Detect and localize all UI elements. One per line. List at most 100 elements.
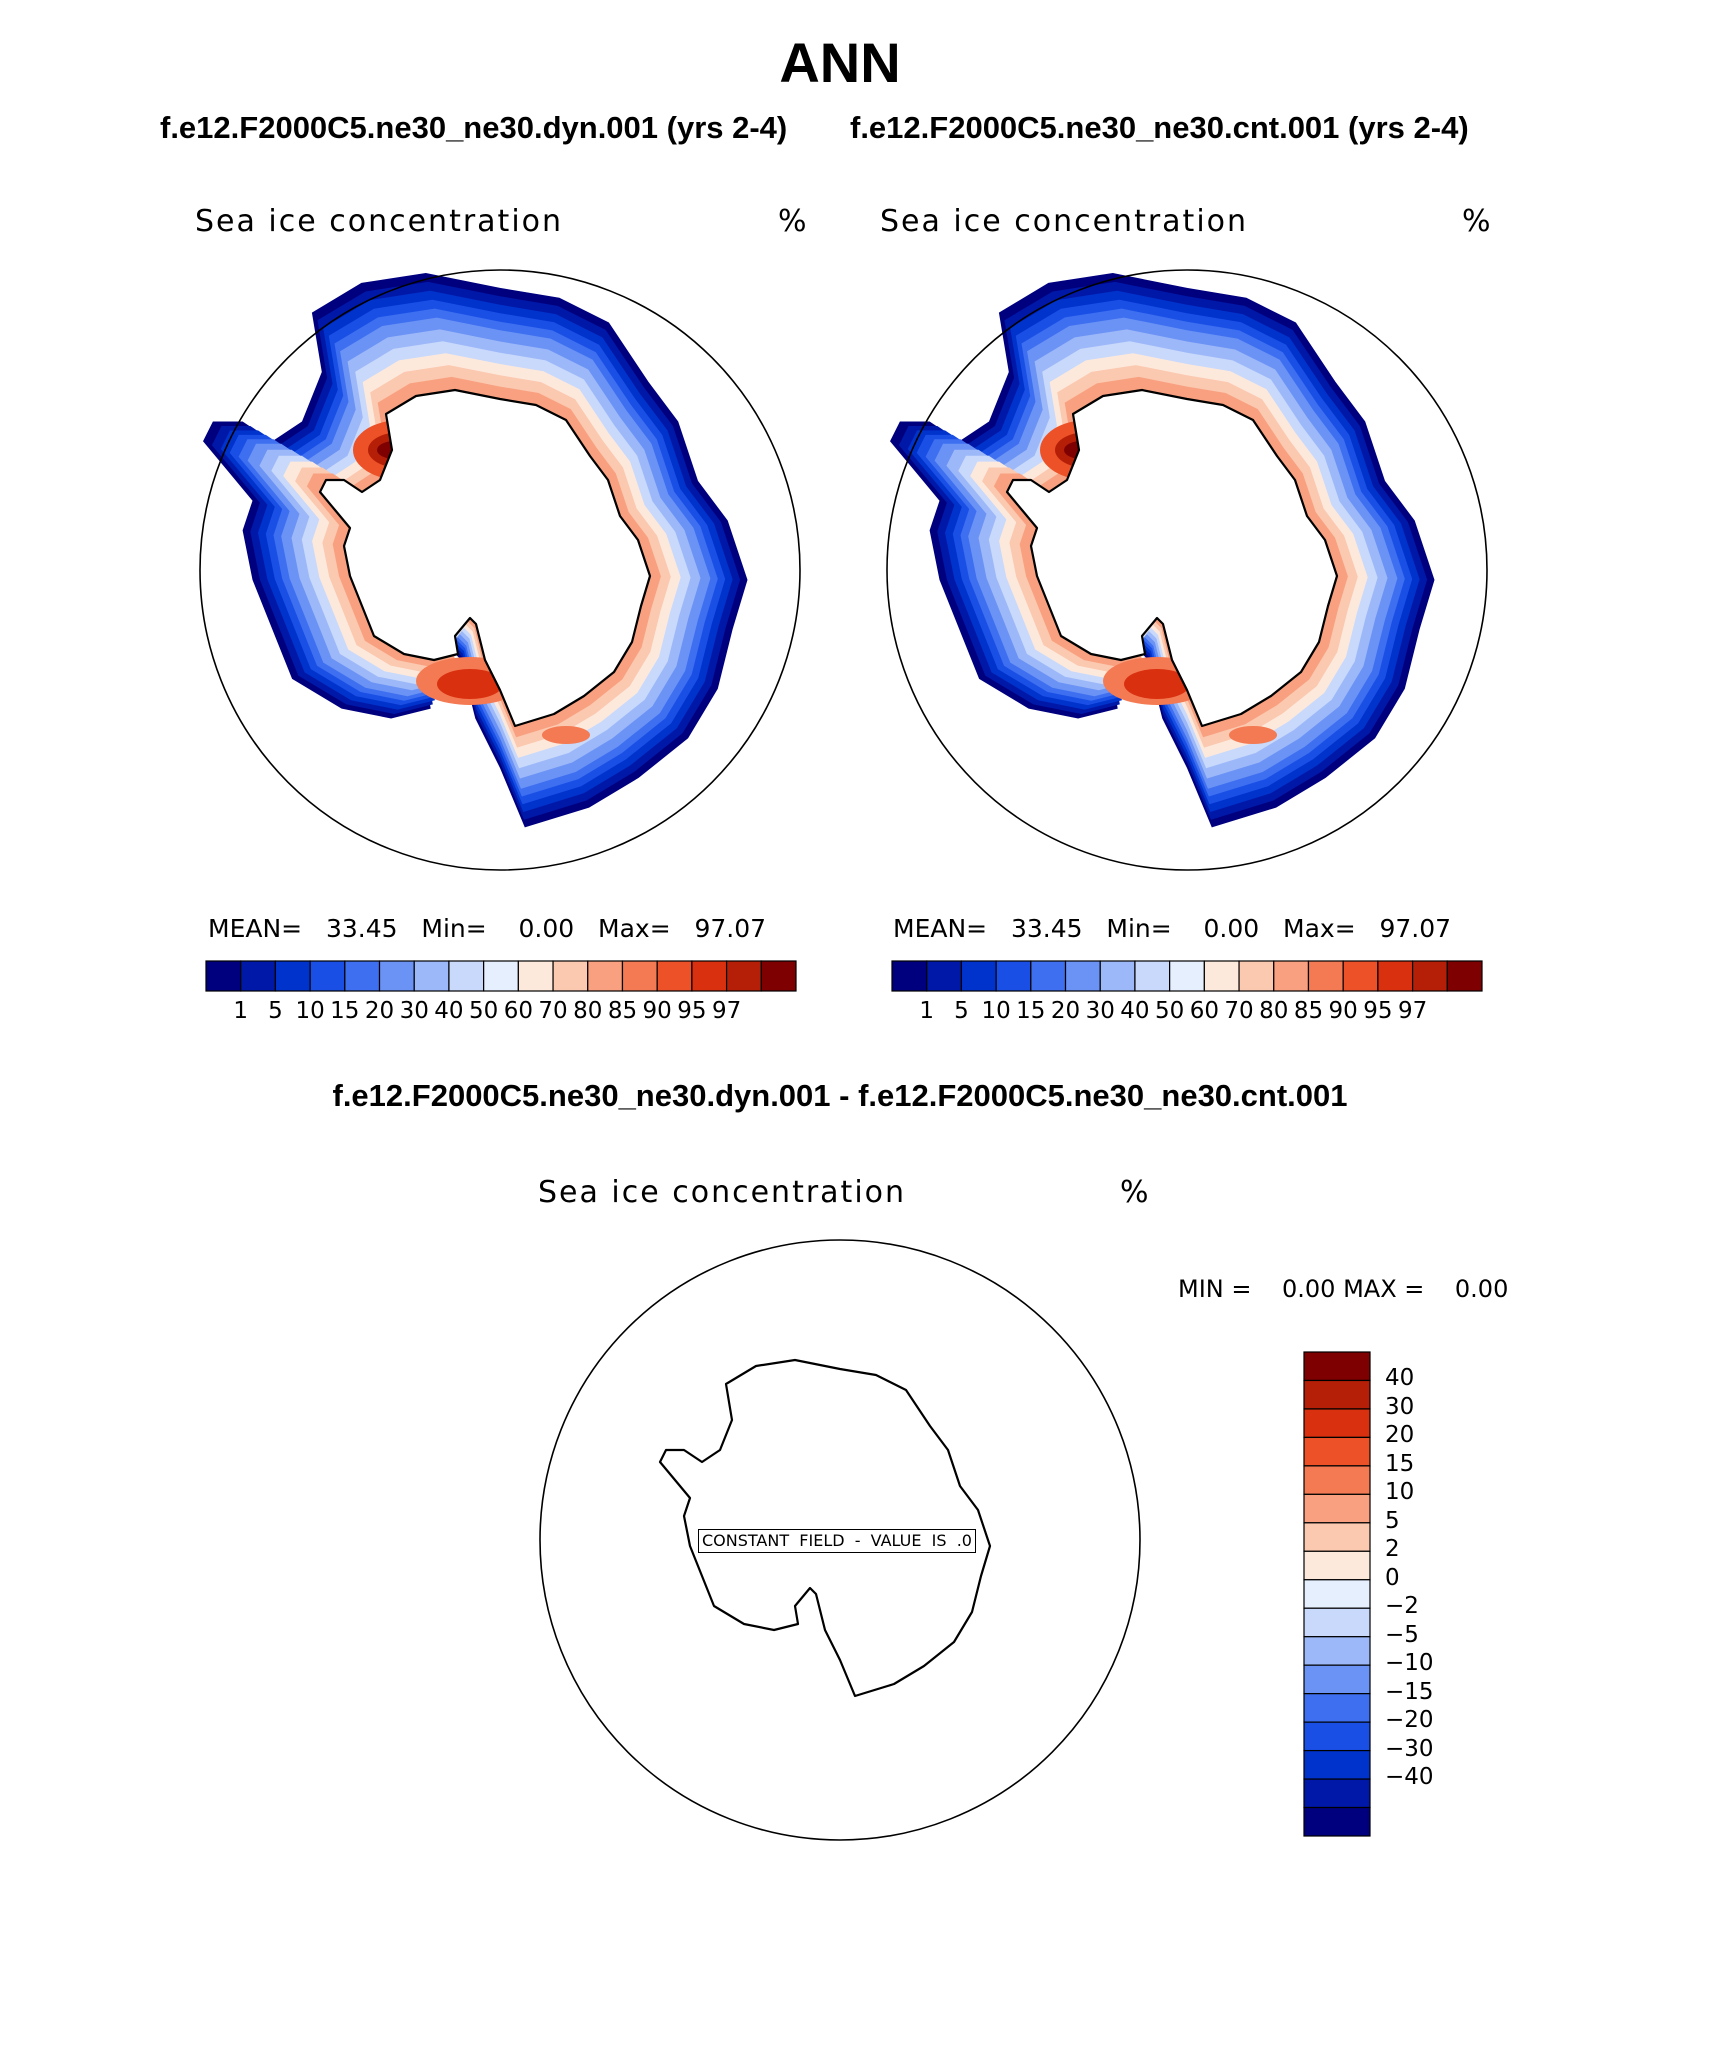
diff-colorbar-tick-label: 40 xyxy=(1385,1365,1415,1392)
panel2-colorbar-tick-label: 5 xyxy=(954,998,969,1024)
panel1-colorbar-box-7 xyxy=(448,960,485,992)
panel2-antarctica-coastline xyxy=(1005,388,1339,728)
diff-colorbar-box-2 xyxy=(1303,1408,1371,1439)
panel2-colorbar-box-12 xyxy=(1307,960,1344,992)
constant-field-label: CONSTANT FIELD - VALUE IS .0 xyxy=(698,1529,976,1553)
diff-units: % xyxy=(1120,1175,1151,1210)
panel2-colorbar-labels: 1 5 10 15 20 30 40 50 60 70 80 85 90 95 97 xyxy=(892,998,1482,1028)
panel2-colorbar-box-5 xyxy=(1064,960,1101,992)
panel1-units: % xyxy=(778,204,809,239)
panel2-colorbar-box-0 xyxy=(891,960,928,992)
diff-colorbar-box-13 xyxy=(1303,1721,1371,1752)
panel1-colorbar-box-10 xyxy=(552,960,589,992)
diff-variable: Sea ice concentration xyxy=(538,1175,907,1210)
panel1-colorbar-tick-label: 97 xyxy=(711,998,742,1024)
panel2-ice-maximum-5 xyxy=(1229,726,1277,744)
panel2-colorbar-box-2 xyxy=(960,960,997,992)
panel1-colorbar-box-15 xyxy=(725,960,762,992)
panel1-colorbar-tick-label: 60 xyxy=(503,998,533,1024)
panel1-colorbar-tick-label: 20 xyxy=(364,998,395,1024)
panel2-colorbar-box-1 xyxy=(926,960,963,992)
panel1-colorbar-box-8 xyxy=(483,960,519,992)
panel2-colorbar-tick-label: 80 xyxy=(1259,998,1289,1024)
diff-colorbar-box-9 xyxy=(1303,1607,1371,1638)
panel2-colorbar-tick-label: 97 xyxy=(1397,998,1428,1024)
panel1-colorbar-box-1 xyxy=(240,960,277,992)
panel2-colorbar-tick-label: 95 xyxy=(1363,998,1393,1024)
diff-max-label: MAX = xyxy=(1343,1275,1425,1303)
panel2-colorbar-tick-label: 60 xyxy=(1189,998,1219,1024)
panel1-colorbar-tick-label: 85 xyxy=(607,998,638,1024)
panel1-min-label: Min= xyxy=(421,914,487,943)
panel2-colorbar-box-11 xyxy=(1273,960,1310,992)
difference-title: f.e12.F2000C5.ne30_ne30.dyn.001 - f.e12.… xyxy=(332,1078,1348,1113)
panel2-mean-label: MEAN= xyxy=(893,914,988,943)
panel2-map xyxy=(886,269,1488,871)
panel1-colorbar-tick-label: 70 xyxy=(538,998,568,1024)
panel1-colorbar-box-5 xyxy=(378,960,415,992)
panel2-colorbar-tick-label: 50 xyxy=(1155,998,1185,1024)
panel1-mean: 33.45 xyxy=(325,914,398,943)
panel2-units: % xyxy=(1462,204,1493,239)
panel2-colorbar-box-13 xyxy=(1342,960,1379,992)
panel2-colorbar-box-9 xyxy=(1203,960,1240,992)
panel2-colorbar-box-14 xyxy=(1377,960,1414,992)
panel1-max: 97.07 xyxy=(694,914,767,943)
diff-map-boundary xyxy=(539,1239,1141,1841)
panel2-colorbar-tick-label: 10 xyxy=(981,998,1011,1024)
diff-colorbar-tick-label: 15 xyxy=(1385,1450,1415,1477)
diff-colorbar-box-4 xyxy=(1303,1465,1371,1495)
panel2-colorbar-tick-label: 70 xyxy=(1224,998,1254,1024)
panel1-colorbar-box-12 xyxy=(621,960,658,992)
panel1-colorbar-box-13 xyxy=(656,960,693,992)
diff-colorbar-tick-label: 2 xyxy=(1385,1536,1400,1563)
diff-colorbar-tick-label: −15 xyxy=(1385,1678,1434,1705)
panel2-colorbar-box-4 xyxy=(1030,960,1067,992)
panel2-colorbar-box-3 xyxy=(995,960,1032,992)
diff-stats: MIN = 0.00 MAX = 0.00 xyxy=(1178,1275,1508,1303)
panel1-mean-label: MEAN= xyxy=(208,914,303,943)
panel1-colorbar-box-0 xyxy=(205,960,242,992)
diff-map xyxy=(539,1239,1141,1841)
panel2-colorbar-tick-label: 30 xyxy=(1085,998,1115,1024)
panel2-colorbar-box-16 xyxy=(1446,960,1483,992)
panel1-colorbar-box-14 xyxy=(691,960,728,992)
panel1-map-boundary xyxy=(199,269,801,871)
diff-colorbar-box-7 xyxy=(1303,1550,1371,1581)
diff-colorbar-box-10 xyxy=(1303,1636,1371,1666)
panel1-colorbar-tick-label: 5 xyxy=(268,998,283,1024)
diff-min-label: MIN = xyxy=(1178,1275,1252,1303)
panel1-colorbar-box-2 xyxy=(274,960,311,992)
diff-colorbar-box-8 xyxy=(1303,1579,1371,1609)
figure-title: ANN xyxy=(779,31,901,94)
panel1-colorbar-tick-label: 50 xyxy=(469,998,499,1024)
panel1-colorbar-labels: 1 5 10 15 20 30 40 50 60 70 80 85 90 95 97 xyxy=(206,998,796,1028)
diff-colorbar-tick-label: −5 xyxy=(1385,1621,1419,1648)
diff-colorbar-box-3 xyxy=(1303,1436,1371,1467)
panel2-ice-maximum-4 xyxy=(1124,669,1190,699)
diff-colorbar-tick-label: −20 xyxy=(1385,1707,1434,1734)
panel1-ice-maximum-5 xyxy=(542,726,590,744)
diff-colorbar-tick-label: −40 xyxy=(1385,1764,1434,1791)
panel1-colorbar-tick-label: 30 xyxy=(399,998,429,1024)
diff-colorbar-box-11 xyxy=(1303,1664,1371,1695)
diff-min: 0.00 xyxy=(1282,1275,1336,1303)
panel2-max-label: Max= xyxy=(1283,914,1356,943)
panel1-colorbar-box-6 xyxy=(413,960,450,992)
panel2-colorbar-tick-label: 40 xyxy=(1120,998,1150,1024)
panel2-colorbar xyxy=(891,960,1483,992)
diff-colorbar-tick-label: −30 xyxy=(1385,1735,1434,1762)
diff-colorbar-tick-label: 10 xyxy=(1385,1479,1415,1506)
diff-colorbar-box-15 xyxy=(1303,1778,1371,1809)
panel1-colorbar-box-16 xyxy=(760,960,797,992)
panel1-colorbar-tick-label: 1 xyxy=(233,998,249,1024)
diff-colorbar-tick-label: −2 xyxy=(1385,1593,1419,1620)
panel1-variable: Sea ice concentration xyxy=(195,204,564,239)
panel1-colorbar-box-3 xyxy=(309,960,346,992)
panel2-colorbar-tick-label: 15 xyxy=(1016,998,1046,1024)
panel1-colorbar-box-4 xyxy=(344,960,381,992)
panel1-colorbar-box-11 xyxy=(587,960,624,992)
panel2-variable: Sea ice concentration xyxy=(880,204,1249,239)
panel1-stats: MEAN= 33.45 Min= 0.00 Max= 97.07 xyxy=(208,914,766,943)
case-title-left: f.e12.F2000C5.ne30_ne30.dyn.001 (yrs 2-4… xyxy=(160,110,788,145)
